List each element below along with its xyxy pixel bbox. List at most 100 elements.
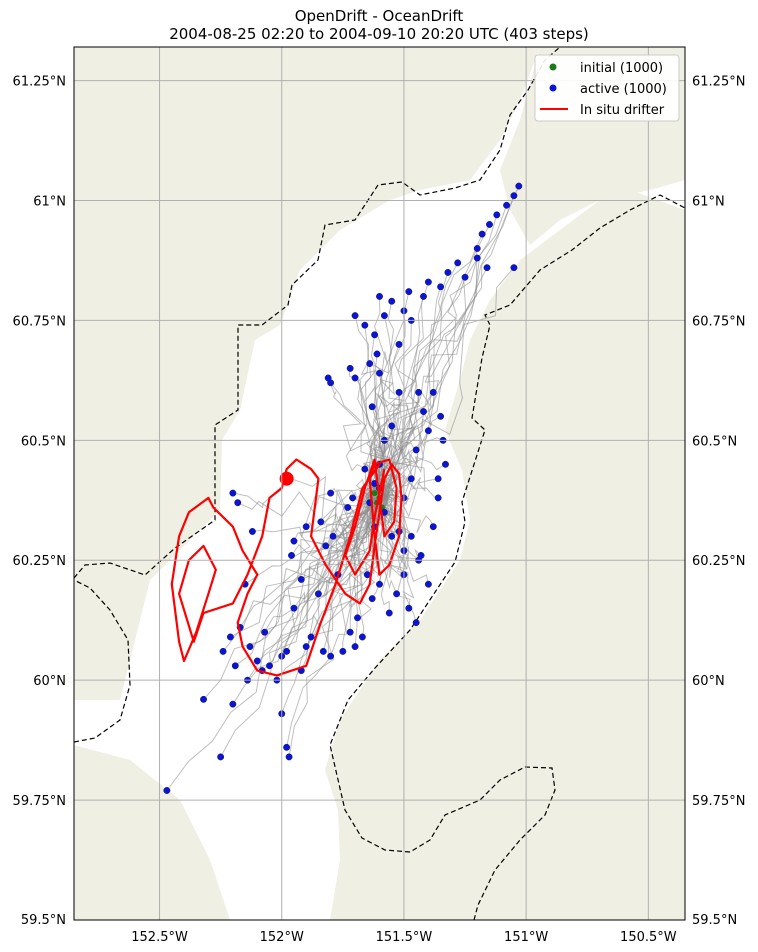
trajectory-line [330,510,372,657]
x-tick-label: 150.5°W [620,930,677,945]
active-point [366,360,374,368]
active-point [226,633,234,641]
trajectory-line [373,233,483,495]
active-point [351,374,359,382]
trajectory-line [261,503,388,671]
legend: initial (1000) active (1000) In situ dri… [534,54,680,122]
land-west-shore [74,47,540,920]
active-point [219,647,227,655]
y-tick-label-left: 60.75°N [13,314,66,329]
active-point [486,221,493,228]
active-point [503,201,511,209]
active-point [319,647,327,655]
active-point [437,283,445,291]
trajectory-line [386,185,520,494]
legend-initial-label: initial (1000) [580,61,663,76]
active-point [478,230,486,238]
trajectory-line [380,277,466,491]
active-point [437,412,445,420]
trajectory-line [252,490,381,539]
trajectory-line [381,257,478,510]
trajectory-line [370,510,395,614]
legend-active-label: active (1000) [580,82,667,97]
active-point [510,264,518,272]
boundary-line-south-west [74,579,131,743]
active-point [412,619,420,627]
y-tick-label-right: 61°N [692,194,725,209]
x-tick-label: 152.5°W [131,930,188,945]
active-point [354,614,361,622]
active-point [444,268,452,276]
y-tick-labels-left: 59.5°N 59.75°N 60°N 60.25°N 60.5°N 60.75°N 61°… [13,75,66,928]
active-point [163,787,171,794]
active-point [363,571,371,579]
active-point [420,408,427,415]
y-tick-labels-right: 59.5°N 59.75°N 60°N 60.25°N 60.5°N 60.75°N 61°… [692,75,745,928]
trajectory-line [384,267,515,511]
active-point [417,552,425,559]
map-area[interactable] [74,47,685,920]
active-point [344,504,352,511]
active-point [405,288,413,296]
active-point [361,465,369,473]
active-point [424,278,432,286]
active-point [358,633,366,641]
active-point [351,312,359,320]
active-point [346,628,354,636]
active-point [302,643,310,651]
y-tick-label-right: 60.75°N [692,314,745,329]
active-point [307,633,315,641]
active-point [349,494,357,502]
active-point [231,662,239,670]
trajectory-line [378,267,488,488]
active-point [420,292,427,300]
active-point [351,643,359,651]
active-point [483,264,491,272]
active-point [371,331,379,339]
active-point [200,695,207,703]
active-point [388,422,396,430]
active-point [373,350,381,358]
x-tick-label: 152°W [260,930,304,945]
trajectory-line [355,511,390,618]
active-point [327,489,335,497]
active-point [407,532,415,540]
active-point [368,403,376,411]
trajectory-line [232,475,372,521]
trajectory-line [383,477,439,518]
active-point [393,590,401,598]
active-point [290,537,298,545]
active-point [253,657,261,665]
y-tick-label-right: 59.5°N [692,913,737,928]
active-point [290,604,298,612]
y-tick-label-right: 60.25°N [692,554,745,569]
active-point [302,523,310,531]
active-point [329,532,337,540]
y-tick-label-right: 59.75°N [692,794,745,809]
y-tick-label-left: 60.25°N [13,554,66,569]
active-point [324,374,332,382]
chart-title: OpenDrift - OceanDrift [295,7,464,25]
active-point [297,575,305,583]
x-tick-labels: 152.5°W 152°W 151.5°W 151°W 150.5°W [131,930,677,945]
land-kenai-peninsula [325,190,685,920]
chart-subtitle: 2004-08-25 02:20 to 2004-09-10 20:20 UTC… [169,25,589,43]
legend-drifter-label: In situ drifter [580,103,665,118]
active-point [395,388,403,396]
active-point [434,494,442,502]
legend-initial-marker [549,63,557,71]
active-point [234,499,242,507]
boundary-line-east [329,194,685,920]
active-point [429,388,437,396]
active-point [442,460,449,468]
trajectory-line [354,315,389,489]
active-point [246,643,254,651]
y-tick-label-left: 59.5°N [21,913,66,928]
active-point [229,700,237,708]
y-tick-label-left: 60.5°N [21,434,66,449]
active-point [248,528,256,535]
trajectory-line [374,281,429,501]
active-point [361,321,369,329]
active-point [424,580,432,588]
